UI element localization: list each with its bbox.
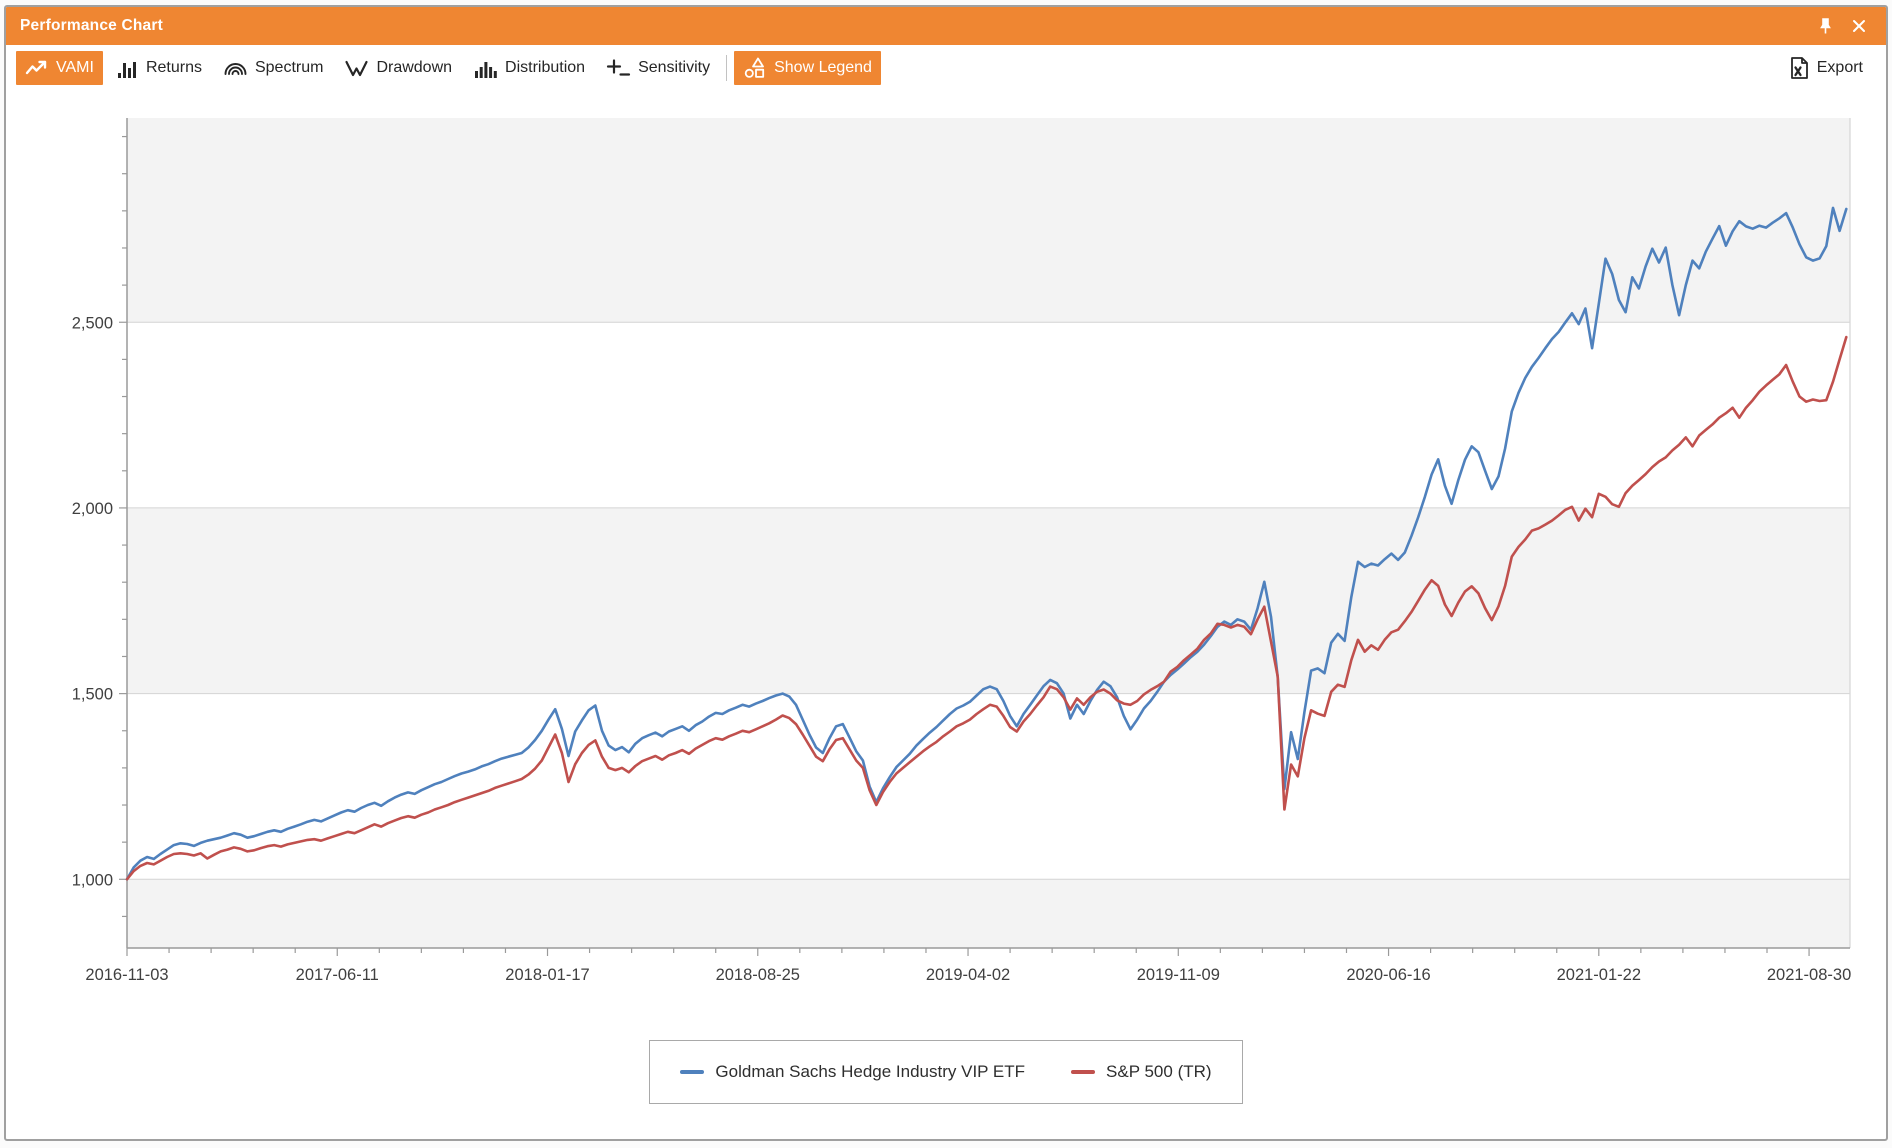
legend-icon (743, 56, 767, 80)
y-axis: 1,000 1,500 2,000 2,500 (72, 137, 127, 917)
legend-marker (1071, 1070, 1095, 1074)
export-label: Export (1817, 59, 1863, 77)
svg-text:2,000: 2,000 (72, 500, 113, 518)
legend-label: Goldman Sachs Hedge Industry VIP ETF (715, 1062, 1025, 1082)
tab-label-vami: VAMI (56, 59, 94, 77)
export-icon (1788, 56, 1810, 80)
svg-text:1,500: 1,500 (72, 686, 113, 704)
performance-chart-window: Performance Chart VAMI Returns Spectrum Dra… (4, 5, 1888, 1141)
svg-text:2018-01-17: 2018-01-17 (505, 966, 589, 984)
legend-item: S&P 500 (TR) (1071, 1062, 1212, 1082)
returns-icon (115, 56, 139, 80)
svg-text:2019-11-09: 2019-11-09 (1137, 966, 1220, 984)
chart-toolbar: VAMI Returns Spectrum Drawdown Distribution S… (6, 45, 1886, 90)
spectrum-icon (223, 56, 248, 80)
svg-text:2021-01-22: 2021-01-22 (1557, 966, 1641, 984)
tab-label-distribution: Distribution (505, 59, 585, 77)
tab-vami[interactable]: VAMI (16, 51, 103, 85)
toolbar-separator (726, 55, 727, 81)
sensitivity-icon (606, 57, 631, 79)
tab-drawdown[interactable]: Drawdown (335, 51, 461, 85)
legend-item: Goldman Sachs Hedge Industry VIP ETF (680, 1062, 1025, 1082)
svg-text:2018-08-25: 2018-08-25 (716, 966, 800, 984)
svg-text:2019-04-02: 2019-04-02 (926, 966, 1010, 984)
svg-text:2020-06-16: 2020-06-16 (1346, 966, 1430, 984)
tab-label-sensitivity: Sensitivity (638, 59, 710, 77)
window-title: Performance Chart (20, 17, 163, 35)
svg-text:2017-06-11: 2017-06-11 (296, 966, 379, 984)
title-bar: Performance Chart (6, 7, 1886, 45)
tab-distribution[interactable]: Distribution (464, 51, 594, 85)
vami-icon (25, 57, 49, 79)
tab-sensitivity[interactable]: Sensitivity (597, 51, 719, 85)
svg-text:2,500: 2,500 (72, 314, 113, 332)
legend-marker (680, 1070, 704, 1074)
svg-text:2016-11-03: 2016-11-03 (85, 966, 168, 984)
tab-label-show-legend: Show Legend (774, 59, 872, 77)
svg-text:2021-08-30: 2021-08-30 (1767, 966, 1851, 984)
svg-text:1,000: 1,000 (72, 871, 113, 889)
legend-label: S&P 500 (TR) (1106, 1062, 1212, 1082)
performance-line-chart: 1,000 1,500 2,000 2,500 2016-11-03 2017-06-11… (6, 90, 1882, 1002)
x-axis: 2016-11-03 2017-06-11 2018-01-17 2018-08-25… (85, 948, 1851, 984)
tab-returns[interactable]: Returns (106, 51, 211, 85)
drawdown-icon (344, 57, 369, 79)
chart-legend: Goldman Sachs Hedge Industry VIP ETF S&P … (649, 1040, 1242, 1104)
tab-show-legend[interactable]: Show Legend (734, 51, 881, 85)
chart-area: 1,000 1,500 2,000 2,500 2016-11-03 2017-06-11… (6, 90, 1886, 1104)
export-button[interactable]: Export (1779, 51, 1872, 85)
tab-label-spectrum: Spectrum (255, 59, 323, 77)
close-button[interactable] (1846, 13, 1872, 39)
tab-label-drawdown: Drawdown (376, 59, 452, 77)
distribution-icon (473, 56, 498, 80)
pin-button[interactable] (1812, 13, 1838, 39)
tab-label-returns: Returns (146, 59, 202, 77)
plot: 1,000 1,500 2,000 2,500 2016-11-03 2017-06-11… (72, 118, 1852, 984)
tab-spectrum[interactable]: Spectrum (214, 51, 332, 85)
